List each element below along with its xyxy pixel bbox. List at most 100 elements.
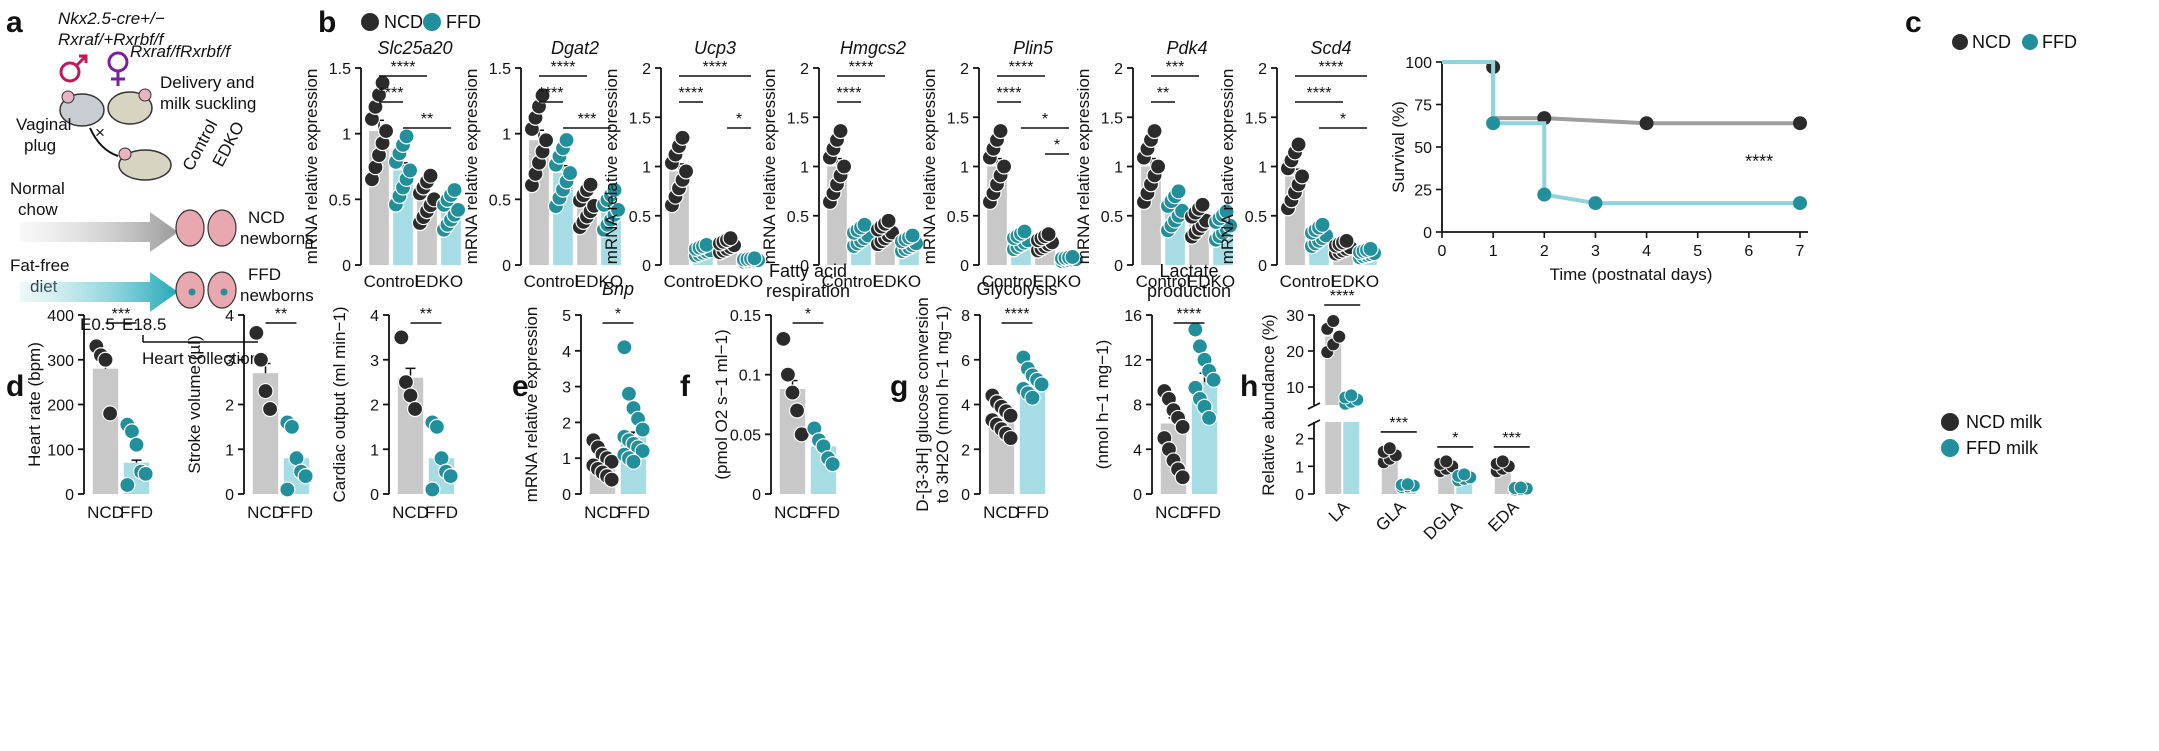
y-tick-label: 5 [562,308,571,325]
x-category-label: NCD [774,503,811,522]
panel-letter-h: h [1240,370,1258,403]
y-tick-label: 6 [961,353,970,370]
y-tick-label: 300 [47,353,74,370]
data-point [558,131,575,149]
data-point [1293,168,1311,185]
significance-label: * [736,111,742,128]
significance-label: ** [421,111,433,128]
y-tick-label: 2 [642,61,651,78]
x-category-control: Control [364,272,419,291]
y-tick-label: 0 [1295,487,1304,504]
data-point [616,339,633,356]
legend-c-ffd-marker [2022,34,2038,50]
x-category-edko: EDKO [1331,272,1379,291]
data-point [1149,158,1167,175]
significance-label: * [1042,111,1048,128]
e185-label: E18.5 [122,315,166,334]
y-axis-label: mRNA relative expression [1074,69,1093,265]
data-point [424,481,441,498]
y-tick-label: 0 [225,487,234,504]
y-tick-label: 1.5 [947,110,969,127]
y-axis-label: mRNA relative expression [602,69,621,265]
data-point [1064,248,1081,266]
y-tick-label: 0 [562,487,571,504]
e05-label: E0.5 [80,315,115,334]
data-point [428,418,446,435]
data-point [252,351,270,368]
data-point [1194,196,1211,213]
y-tick-label: 0.5 [329,192,351,209]
y-tick-label: 0.5 [1245,209,1267,226]
data-point [1174,469,1191,486]
x-category-label: FFD [120,503,153,522]
data-point [446,181,463,199]
chart-title: Bnp [602,279,634,299]
y-tick-label: 1 [370,442,379,459]
y-tick-label: 1 [562,451,571,468]
y-tick-label: 2 [1114,61,1123,78]
significance-label: **** [1177,306,1202,323]
x-category-label: DGLA [1420,497,1467,544]
bar-ncd [92,368,119,494]
data-point [835,158,853,175]
y-tick-label: 4 [370,308,379,325]
survival-line-ffd [1442,60,1800,206]
y-tick-label: 2 [1295,432,1304,449]
legend-ffd-marker [423,13,441,31]
x-tick-label: 3 [1591,243,1600,260]
y-tick-label: 1.5 [489,61,511,78]
data-point [904,227,921,244]
y-tick-label: 0 [961,487,970,504]
chart-title: Dgat2 [551,38,599,58]
x-category-control: Control [822,272,877,291]
significance-label: **** [703,59,728,76]
data-point [880,212,897,229]
significance-label: **** [1005,306,1030,323]
y-tick-label: 1 [642,160,651,177]
y-tick-label: 0 [1258,258,1267,275]
newborn-pups-ncd-icon [175,209,237,247]
y-axis-label: mRNA relative expression [760,69,779,265]
data-point [746,250,763,267]
y-tick-label: 4 [1133,442,1142,459]
y-tick-label: 0 [960,258,969,275]
x-category-label: FFD [280,503,313,522]
data-point [537,132,555,149]
axis-break-mark [1307,419,1321,427]
significance-label: **** [1319,59,1344,76]
y-tick-label: 1 [502,127,511,144]
data-point [1040,226,1057,243]
chart-title: Pdk4 [1166,38,1207,58]
significance-label: **** [1330,288,1355,305]
data-point [128,436,145,453]
female-symbol-icon [107,51,129,86]
panel-letter-c: c [1905,6,1922,39]
panel-letter-a: a [6,6,23,39]
normal-chow-1: Normal [10,179,65,198]
significance-label: ** [1157,85,1169,102]
panel-letter-g: g [890,370,908,403]
chart-survival: 0 25 50 75 100 0 1 2 3 4 5 6 7 Time (postnatal days) S… [1389,55,1808,284]
y-tick-label: 1 [960,160,969,177]
newborn-pups-ffd-icon [175,271,237,309]
x-category-edko: EDKO [1187,272,1235,291]
y-tick-label: 0.5 [947,209,969,226]
y-tick-label: 75 [1414,98,1432,115]
ffd-newborns-2: newborns [240,286,314,305]
data-point [1218,203,1235,220]
y-tick-label: 1.5 [1245,110,1267,127]
y-tick-label: 8 [1133,398,1142,415]
y-tick-label: 50 [1414,140,1432,157]
x-category-label: FFD [425,503,458,522]
x-tick-label: 5 [1693,243,1702,260]
legend-c-ncd-label: NCD [1972,32,2011,52]
vaginal-text-2: plug [24,136,56,155]
x-tick-label: 2 [1540,243,1549,260]
data-point [433,450,450,467]
significance-label: *** [112,306,131,323]
y-axis-label: Survival (%) [1389,101,1408,193]
data-point [1314,216,1331,233]
x-category-edko: EDKO [415,272,463,291]
y-axis-label: mRNA relative expression [302,69,321,265]
male-genotype-1: Nkx2.5-cre+/− [58,9,165,28]
